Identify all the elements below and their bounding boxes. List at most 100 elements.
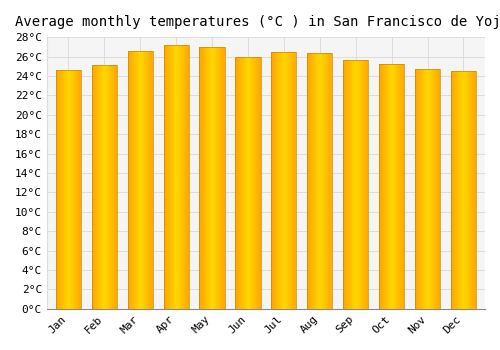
Bar [454, 71, 455, 309]
Bar [132, 51, 134, 309]
Bar [429, 69, 430, 309]
Bar [308, 52, 309, 309]
Bar [200, 47, 224, 309]
Bar [272, 52, 273, 309]
Bar [359, 61, 360, 309]
Bar [386, 64, 388, 309]
Bar [137, 51, 138, 309]
Bar [468, 71, 469, 309]
Bar [96, 65, 97, 309]
Bar [438, 69, 440, 309]
Bar [184, 45, 186, 309]
Bar [274, 52, 276, 309]
Bar [360, 61, 362, 309]
Bar [56, 70, 58, 309]
Bar [213, 47, 214, 309]
Bar [78, 70, 80, 309]
Bar [247, 57, 248, 309]
Bar [293, 52, 294, 309]
Bar [130, 51, 131, 309]
Bar [144, 51, 146, 309]
Bar [174, 45, 176, 309]
Bar [472, 71, 474, 309]
Bar [219, 47, 220, 309]
Bar [176, 45, 177, 309]
Bar [252, 57, 253, 309]
Bar [283, 52, 284, 309]
Bar [475, 71, 476, 309]
Bar [422, 69, 424, 309]
Bar [253, 57, 254, 309]
Bar [396, 64, 398, 309]
Bar [166, 45, 167, 309]
Bar [460, 71, 461, 309]
Bar [217, 47, 218, 309]
Bar [246, 57, 247, 309]
Bar [426, 69, 428, 309]
Bar [461, 71, 462, 309]
Bar [362, 61, 364, 309]
Bar [467, 71, 468, 309]
Bar [458, 71, 460, 309]
Bar [138, 51, 140, 309]
Bar [307, 52, 332, 309]
Bar [80, 70, 81, 309]
Bar [277, 52, 278, 309]
Bar [436, 69, 437, 309]
Bar [286, 52, 287, 309]
Bar [350, 61, 352, 309]
Bar [402, 64, 404, 309]
Bar [259, 57, 260, 309]
Bar [326, 52, 328, 309]
Bar [211, 47, 212, 309]
Bar [310, 52, 312, 309]
Bar [111, 65, 112, 309]
Bar [382, 64, 383, 309]
Bar [344, 61, 345, 309]
Bar [309, 52, 310, 309]
Bar [100, 65, 101, 309]
Bar [385, 64, 386, 309]
Bar [249, 57, 250, 309]
Bar [419, 69, 420, 309]
Bar [68, 70, 69, 309]
Bar [187, 45, 188, 309]
Bar [181, 45, 182, 309]
Bar [284, 52, 286, 309]
Bar [180, 45, 181, 309]
Bar [464, 71, 465, 309]
Bar [430, 69, 431, 309]
Bar [465, 71, 466, 309]
Bar [432, 69, 434, 309]
Bar [168, 45, 170, 309]
Bar [214, 47, 216, 309]
Bar [319, 52, 320, 309]
Bar [202, 47, 203, 309]
Bar [424, 69, 425, 309]
Bar [401, 64, 402, 309]
Bar [58, 70, 59, 309]
Bar [474, 71, 475, 309]
Bar [76, 70, 77, 309]
Bar [355, 61, 356, 309]
Bar [462, 71, 464, 309]
Bar [101, 65, 102, 309]
Bar [206, 47, 207, 309]
Bar [320, 52, 322, 309]
Bar [383, 64, 384, 309]
Bar [72, 70, 74, 309]
Bar [452, 71, 454, 309]
Bar [173, 45, 174, 309]
Bar [451, 71, 476, 309]
Bar [201, 47, 202, 309]
Bar [307, 52, 308, 309]
Bar [128, 51, 130, 309]
Bar [92, 65, 94, 309]
Bar [434, 69, 435, 309]
Bar [425, 69, 426, 309]
Bar [239, 57, 240, 309]
Bar [390, 64, 391, 309]
Bar [358, 61, 359, 309]
Bar [471, 71, 472, 309]
Bar [323, 52, 324, 309]
